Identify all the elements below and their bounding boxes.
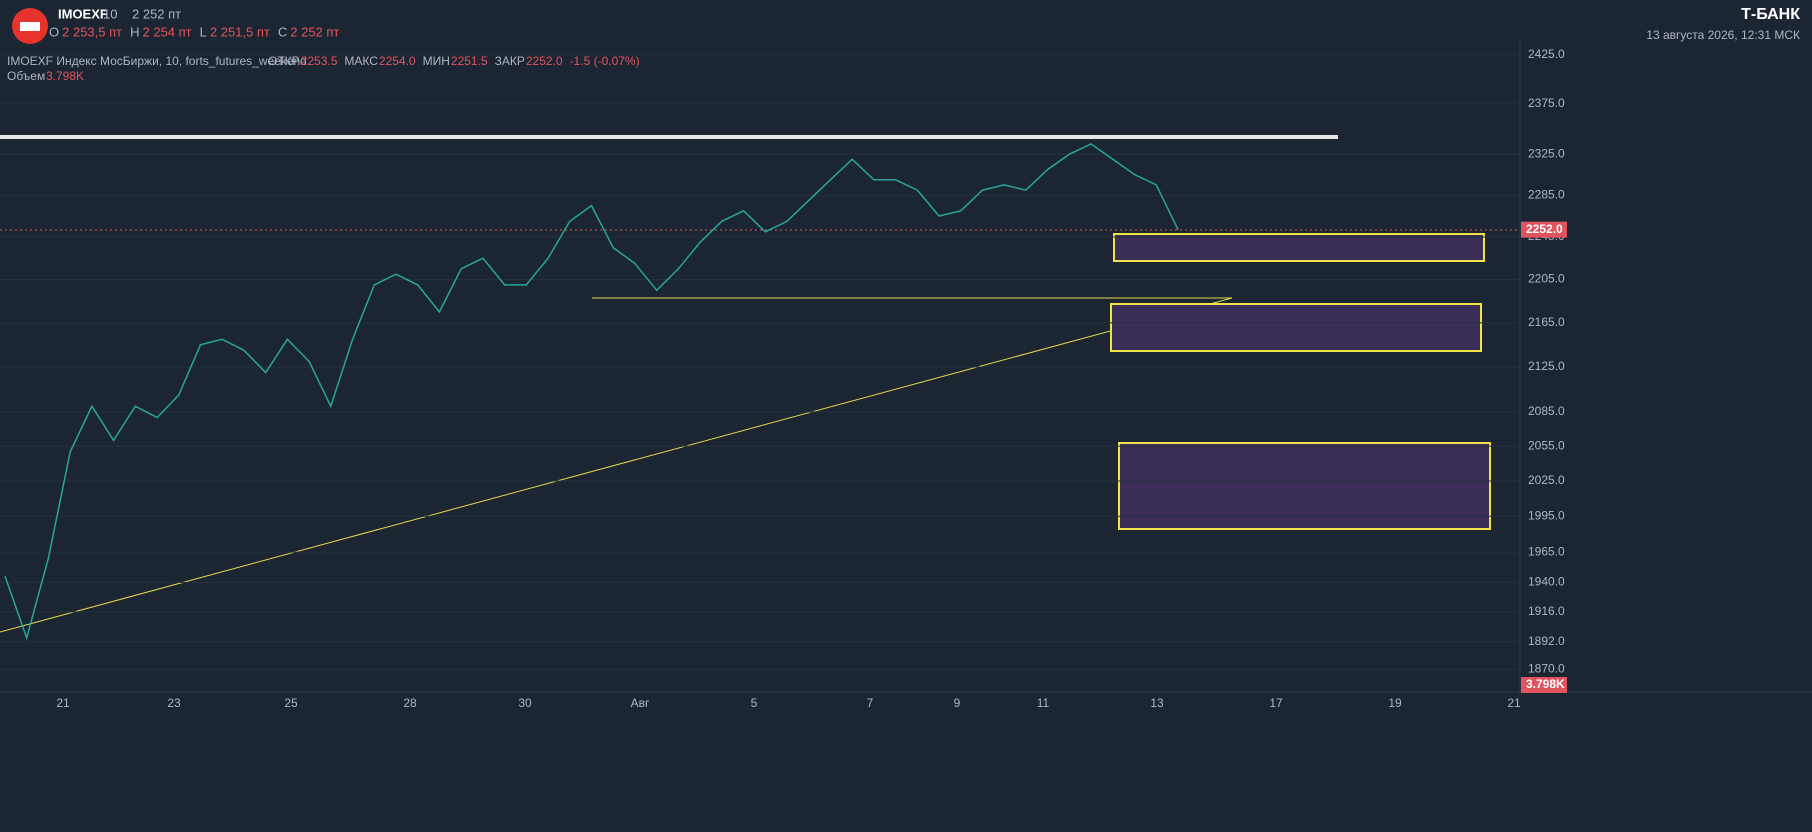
y-tick-label: 2055.0	[1528, 438, 1565, 452]
x-tick-label: 19	[1388, 696, 1402, 710]
x-tick-label: 7	[867, 696, 874, 710]
ohlc-key: L	[200, 24, 207, 39]
ohlc-value: 2 252 пт	[290, 24, 339, 39]
datetime: 13 августа 2026, 12:31 МСК	[1646, 28, 1800, 42]
zone	[1113, 233, 1485, 262]
zone	[1118, 442, 1491, 530]
volume-key: Объем	[7, 69, 45, 83]
x-tick-label: 13	[1150, 696, 1164, 710]
zone	[1110, 303, 1482, 352]
volume-value: 3.798K	[46, 69, 84, 83]
y-tick-label: 2205.0	[1528, 272, 1565, 286]
y-tick-label: 1892.0	[1528, 634, 1565, 648]
y-tick-label: 1870.0	[1528, 661, 1565, 675]
y-tick-label: 1965.0	[1528, 544, 1565, 558]
legend-key: ЗАКР	[495, 54, 525, 68]
x-tick-label: 25	[284, 696, 298, 710]
legend-name: IMOEXF Индекс МосБиржи, 10, forts_future…	[7, 54, 307, 68]
x-tick-label: 28	[403, 696, 417, 710]
legend-change: -1.5 (-0.07%)	[570, 54, 640, 68]
y-tick-label: 2165.0	[1528, 315, 1565, 329]
y-tick-label: 2285.0	[1528, 187, 1565, 201]
brand: Т-БАНК	[1741, 6, 1800, 23]
header-price: 2 252 пт	[132, 6, 181, 21]
y-tick-label: 1940.0	[1528, 575, 1565, 589]
x-tick-label: 30	[518, 696, 532, 710]
y-tick-label: 2375.0	[1528, 96, 1565, 110]
price-tag-label: 2252.0	[1526, 222, 1563, 236]
volume-tag-label: 3.798K	[1526, 677, 1565, 691]
y-tick-label: 2325.0	[1528, 146, 1565, 160]
ohlc-value: 2 254 пт	[143, 24, 192, 39]
x-tick-label: 23	[167, 696, 181, 710]
y-tick-label: 1995.0	[1528, 508, 1565, 522]
price-line	[4, 143, 1179, 641]
trend-line	[0, 297, 1233, 633]
x-tick-label: 21	[1507, 696, 1521, 710]
symbol: IMOEXF	[58, 6, 108, 21]
ohlc-key: O	[49, 24, 59, 39]
legend-value: 2253.5	[301, 54, 338, 68]
x-tick-label: 9	[954, 696, 961, 710]
x-tick-label: 21	[56, 696, 70, 710]
legend-key: МИН	[423, 54, 450, 68]
x-tick-label: 11	[1037, 696, 1050, 710]
legend-value: 2254.0	[379, 54, 416, 68]
y-tick-label: 1916.0	[1528, 604, 1565, 618]
y-tick-label: 2425.0	[1528, 47, 1565, 61]
ohlc-key: H	[130, 24, 139, 39]
interval: 10	[103, 6, 117, 21]
logo-mark	[20, 22, 40, 31]
ohlc-value: 2 251,5 пт	[210, 24, 270, 39]
y-tick-label: 2025.0	[1528, 473, 1565, 487]
ohlc-value: 2 253,5 пт	[62, 24, 122, 39]
price-tag	[1521, 221, 1567, 238]
x-tick-label: Авг	[631, 696, 650, 710]
y-tick-label: 2085.0	[1528, 404, 1565, 418]
ohlc-key: C	[278, 24, 287, 39]
legend-value: 2251.5	[451, 54, 488, 68]
volume-tag	[1521, 677, 1567, 693]
x-tick-label: 5	[751, 696, 758, 710]
x-tick-label: 17	[1269, 696, 1283, 710]
y-tick-label: 2125.0	[1528, 359, 1565, 373]
legend-key: МАКС	[344, 54, 378, 68]
legend-key: ОТКР	[268, 54, 300, 68]
legend-value: 2252.0	[526, 54, 563, 68]
